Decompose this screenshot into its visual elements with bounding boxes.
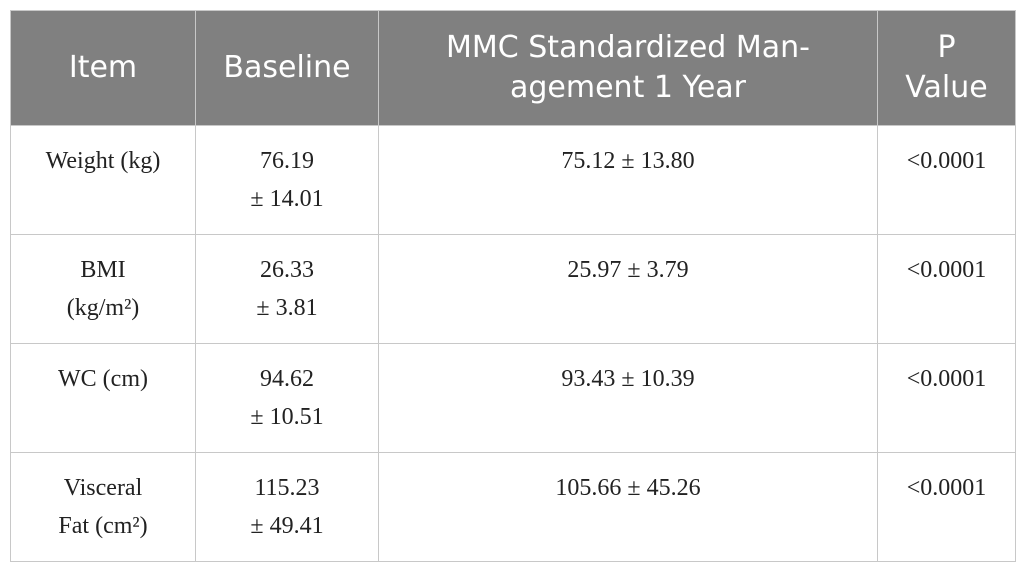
table-cell: 94.62 ± 10.51 — [195, 343, 379, 453]
cell-line: Weight (kg) — [45, 148, 161, 174]
cell-line: ± 3.81 — [256, 295, 318, 321]
cell-line: agement 1 Year — [509, 70, 746, 105]
cell-line: 75.12 ± 13.80 — [561, 148, 695, 174]
table-cell: 26.33 ± 3.81 — [195, 234, 379, 344]
cell-line: (kg/m²) — [66, 295, 140, 321]
header-cell: Item — [10, 10, 196, 126]
header-row: Item Baseline MMC Standardized Man-agement… — [10, 10, 1016, 126]
table-cell: WC (cm) — [10, 343, 196, 453]
cell-line: 105.66 ± 45.26 — [555, 475, 701, 501]
cell-line: <0.0001 — [906, 148, 987, 174]
table-cell: 115.23 ± 49.41 — [195, 452, 379, 562]
table-cell: <0.0001 — [877, 343, 1016, 453]
table-cell: 75.12 ± 13.80 — [378, 125, 878, 235]
cell-line: <0.0001 — [906, 257, 987, 283]
table-row: BMI (kg/m²) 26.33 ± 3.81 25.97 ± 3.79 <0.0001 — [10, 234, 1016, 344]
cell-line: 93.43 ± 10.39 — [561, 366, 695, 392]
cell-line: MMC Standardized Man- — [446, 30, 810, 65]
cell-line: 76.19 — [260, 148, 314, 174]
header-cell: MMC Standardized Man-agement 1 Year — [378, 10, 878, 126]
table-cell: <0.0001 — [877, 234, 1016, 344]
cell-line: BMI — [80, 257, 126, 283]
cell-line: WC (cm) — [58, 366, 148, 392]
cell-line: 26.33 — [260, 257, 314, 283]
cell-line: Visceral — [63, 475, 143, 501]
header-cell: Baseline — [195, 10, 379, 126]
cell-line: <0.0001 — [906, 475, 987, 501]
table-cell: <0.0001 — [877, 125, 1016, 235]
table-row: Weight (kg) 76.19 ± 14.01 75.12 ± 13.80 <0.0… — [10, 125, 1016, 235]
cell-line: 25.97 ± 3.79 — [567, 257, 689, 283]
table-cell: 93.43 ± 10.39 — [378, 343, 878, 453]
table-container: Item Baseline MMC Standardized Man-agement… — [10, 10, 1016, 562]
table-cell: 105.66 ± 45.26 — [378, 452, 878, 562]
cell-line: 94.62 — [260, 366, 314, 392]
table-cell: Visceral Fat (cm²) — [10, 452, 196, 562]
cell-line: Value — [905, 70, 988, 105]
header-cell: P Value — [877, 10, 1016, 126]
cell-line: Baseline — [223, 50, 351, 85]
table-cell: <0.0001 — [877, 452, 1016, 562]
cell-line: ± 10.51 — [250, 404, 324, 430]
cell-line: <0.0001 — [906, 366, 987, 392]
table-body: Weight (kg) 76.19 ± 14.01 75.12 ± 13.80 <0.0… — [10, 125, 1016, 562]
table-cell: Weight (kg) — [10, 125, 196, 235]
cell-line: ± 14.01 — [250, 186, 324, 212]
cell-line: Fat (cm²) — [58, 513, 148, 539]
table: Item Baseline MMC Standardized Man-agement… — [10, 10, 1016, 562]
table-cell: BMI (kg/m²) — [10, 234, 196, 344]
cell-line: 115.23 — [254, 475, 320, 501]
table-cell: 25.97 ± 3.79 — [378, 234, 878, 344]
table-row: Visceral Fat (cm²) 115.23 ± 49.41 105.66 ± 4… — [10, 452, 1016, 562]
table-cell: 76.19 ± 14.01 — [195, 125, 379, 235]
cell-line: Item — [68, 50, 138, 85]
table-row: WC (cm) 94.62 ± 10.51 93.43 ± 10.39 <0.0001 — [10, 343, 1016, 453]
cell-line: ± 49.41 — [250, 513, 324, 539]
cell-line: P — [937, 30, 956, 65]
